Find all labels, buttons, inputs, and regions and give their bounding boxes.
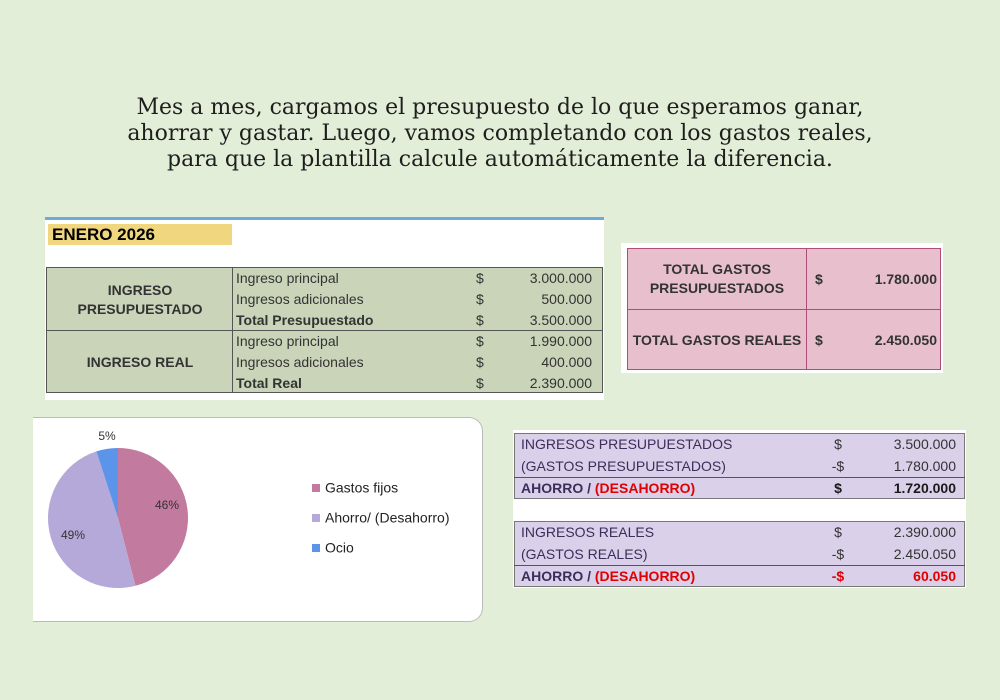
row-label: Total Presupuestado bbox=[236, 312, 374, 328]
currency: $ bbox=[834, 524, 842, 540]
legend-swatch bbox=[312, 544, 320, 552]
currency: $ bbox=[476, 312, 484, 328]
currency: $ bbox=[476, 375, 484, 391]
currency: -$ bbox=[831, 568, 845, 584]
total-label: TOTAL GASTOS REALES bbox=[632, 331, 802, 348]
row-label: Total Real bbox=[236, 375, 302, 391]
currency: $ bbox=[815, 271, 823, 287]
amount: 1.780.000 bbox=[893, 458, 956, 474]
sheet-title: ENERO 2026 bbox=[48, 224, 232, 245]
currency: $ bbox=[476, 291, 484, 307]
row-label: Ingresos adicionales bbox=[236, 354, 364, 370]
summary-grid bbox=[514, 433, 965, 499]
row-label: Ingresos adicionales bbox=[236, 291, 364, 307]
row-label: INGRESOS PRESUPUESTADOS bbox=[521, 436, 733, 452]
pie-chart: 46% Gastos fijos 49% Ahorro/ (Desahorro) 5% O… bbox=[48, 429, 450, 588]
currency: $ bbox=[476, 270, 484, 286]
result-text: AHORRO / bbox=[521, 568, 595, 584]
amount: 3.500.000 bbox=[529, 312, 592, 328]
pie-slice bbox=[96, 448, 118, 518]
currency: -$ bbox=[831, 458, 845, 474]
currency: $ bbox=[815, 332, 823, 348]
row-label: INGRESOS REALES bbox=[521, 524, 655, 540]
amount: 1.780.000 bbox=[874, 271, 937, 287]
legend-label: Gastos fijos bbox=[325, 480, 398, 496]
row-label: Ingreso principal bbox=[236, 270, 339, 286]
group-label: INGRESO REAL bbox=[86, 354, 194, 370]
pie-slice bbox=[118, 448, 188, 586]
currency: $ bbox=[834, 480, 842, 496]
amount: 2.390.000 bbox=[529, 375, 592, 391]
amount: 60.050 bbox=[913, 568, 956, 584]
amount: 500.000 bbox=[541, 291, 592, 307]
amount: 3.000.000 bbox=[529, 270, 592, 286]
row-label: (GASTOS PRESUPUESTADOS) bbox=[521, 458, 726, 474]
amount: 2.450.050 bbox=[893, 546, 956, 562]
intro-line: Mes a mes, cargamos el presupuesto de lo… bbox=[136, 95, 864, 120]
intro-line: para que la plantilla calcule automática… bbox=[167, 147, 833, 172]
slice-label: 5% bbox=[98, 429, 116, 443]
legend-swatch bbox=[312, 514, 320, 522]
legend-label: Ocio bbox=[325, 540, 354, 556]
grid-line bbox=[514, 477, 965, 478]
intro-line: ahorrar y gastar. Luego, vamos completan… bbox=[127, 121, 873, 146]
result-text-red: (DESAHORRO) bbox=[594, 480, 696, 496]
currency: $ bbox=[834, 436, 842, 452]
amount: 2.450.050 bbox=[874, 332, 937, 348]
legend-label: Ahorro/ (Desahorro) bbox=[325, 510, 450, 526]
chart-card: 46% Gastos fijos 49% Ahorro/ (Desahorro) 5% O… bbox=[33, 417, 483, 622]
group-label: INGRESO PRESUPUESTADO bbox=[77, 281, 203, 317]
result-label: AHORRO / (DESAHORRO) bbox=[521, 477, 695, 499]
row-label: Ingreso principal bbox=[236, 333, 339, 349]
currency: -$ bbox=[831, 546, 845, 562]
legend-swatch bbox=[312, 484, 320, 492]
amount: 1.720.000 bbox=[893, 480, 956, 496]
slice-label: 46% bbox=[155, 498, 179, 512]
row-label: (GASTOS REALES) bbox=[521, 546, 648, 562]
pie-slice bbox=[48, 451, 136, 588]
amount: 1.990.000 bbox=[529, 333, 592, 349]
summary-grid bbox=[514, 521, 965, 587]
result-text-red: (DESAHORRO) bbox=[594, 568, 696, 584]
result-label: AHORRO / (DESAHORRO) bbox=[521, 565, 695, 587]
grid-line bbox=[46, 330, 603, 331]
amount: 400.000 bbox=[541, 354, 592, 370]
currency: $ bbox=[476, 354, 484, 370]
total-label: TOTAL GASTOS PRESUPUESTADOS bbox=[649, 261, 785, 296]
amount: 2.390.000 bbox=[893, 524, 956, 540]
grid-line bbox=[627, 309, 941, 310]
amount: 3.500.000 bbox=[893, 436, 956, 452]
currency: $ bbox=[476, 333, 484, 349]
grid-line bbox=[514, 565, 965, 566]
slice-label: 49% bbox=[61, 528, 85, 542]
result-text: AHORRO / bbox=[521, 480, 595, 496]
